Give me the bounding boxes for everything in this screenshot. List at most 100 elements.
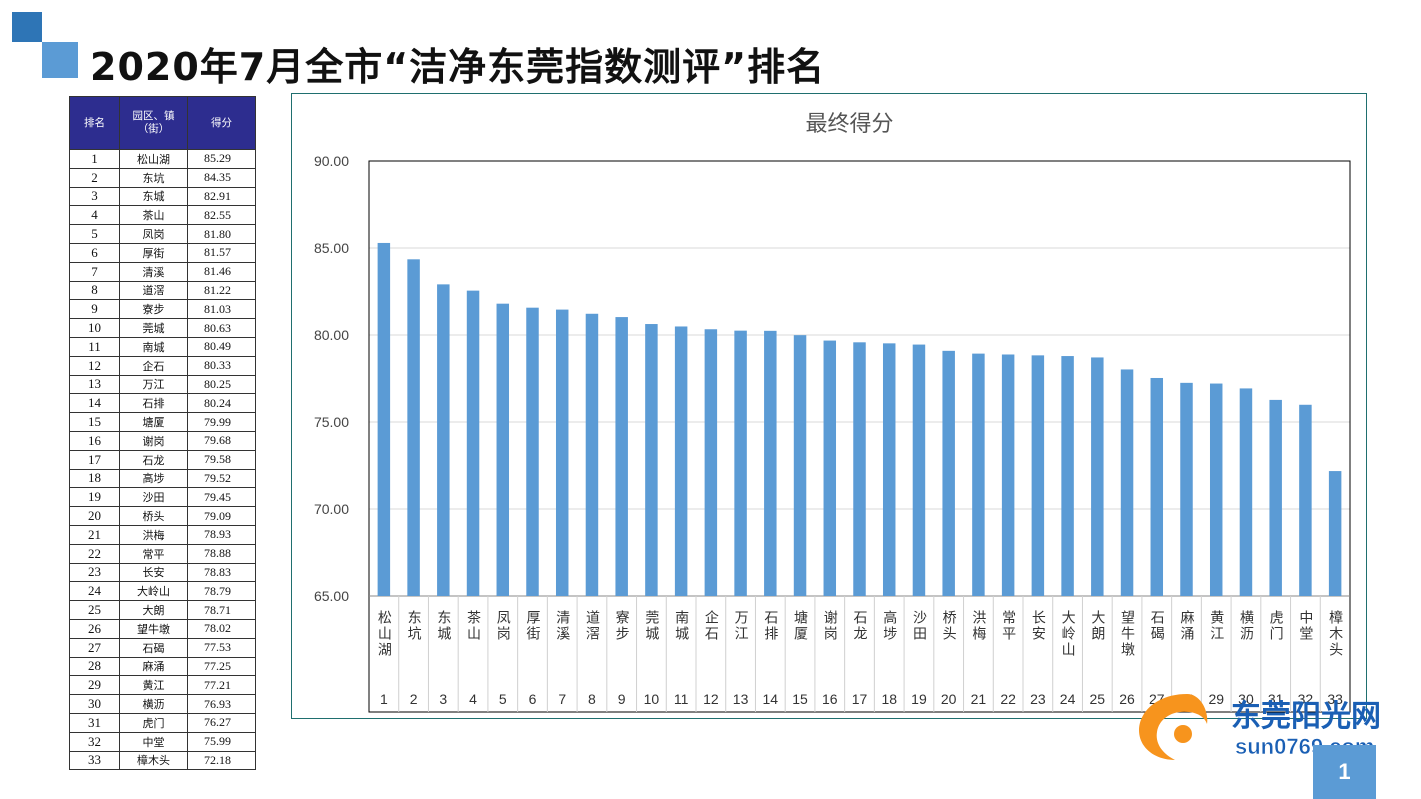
table-row: 13 万江 80.25 [69,374,256,395]
cell-town: 莞城 [119,318,188,338]
slide-title: 2020年7月全市“洁净东莞指数测评”排名 [90,45,826,89]
table-row: 8 道滘 81.22 [69,280,256,301]
bar [496,303,510,596]
table-row: 17 石龙 79.58 [69,449,256,470]
category-label: 横沥 [1238,610,1254,642]
chart-title: 最终得分 [805,112,893,137]
cell-rank: 5 [69,224,120,244]
rank-label: 31 [1268,691,1284,707]
table-row: 1 松山湖 85.29 [69,149,256,169]
cell-town: 中堂 [119,731,188,752]
rank-label: 2 [410,691,418,707]
category-label: 石碣 [1149,610,1165,642]
category-label: 大朗 [1089,610,1105,642]
table-header-row: 排名 园区、镇（街） 得分 [69,96,256,150]
table-row: 14 石排 80.24 [69,393,256,414]
cell-score: 81.22 [187,280,256,301]
bar [466,290,480,596]
cell-rank: 21 [69,524,120,545]
category-label: 石排 [762,610,778,642]
cell-town: 东城 [119,186,188,207]
category-label: 茶山 [465,610,481,642]
bar [615,317,628,596]
category-label: 黄江 [1208,609,1224,642]
category-label: 望牛墩 [1119,610,1135,658]
page-number-badge: 1 [1313,745,1376,799]
category-label: 长安 [1030,610,1046,642]
rank-label: 12 [703,691,719,707]
bar [526,307,539,596]
cell-rank: 31 [69,712,120,733]
cell-score: 76.27 [187,712,256,733]
cell-town: 茶山 [119,205,188,226]
bar [437,284,450,596]
cell-rank: 33 [69,750,120,771]
category-label: 万江 [733,610,749,642]
category-label: 清溪 [554,610,570,642]
cell-town: 道滘 [119,280,188,301]
cell-rank: 4 [69,205,120,226]
bar [1001,354,1015,596]
bar [1239,388,1253,596]
rank-label: 5 [499,691,507,707]
cell-rank: 25 [69,600,120,620]
cell-score: 85.29 [187,149,256,169]
cell-town: 桥头 [119,506,188,526]
cell-town: 高埗 [119,468,188,489]
logo-swirl-icon [1139,694,1208,760]
header-rank: 排名 [69,96,120,150]
header-score: 得分 [187,96,256,150]
cell-score: 77.21 [187,675,256,696]
bar [555,309,569,596]
bar [645,324,658,596]
category-label: 东坑 [406,610,422,642]
rank-label: 4 [469,691,477,707]
table-row: 15 塘厦 79.99 [69,412,256,432]
bar [1061,356,1074,596]
cell-score: 81.46 [187,261,256,282]
rank-label: 1 [380,691,388,707]
cell-town: 清溪 [119,261,188,282]
table-row: 20 桥头 79.09 [69,506,256,526]
logo-dot-icon [1174,725,1192,743]
rank-label: 6 [529,691,537,707]
cell-score: 77.53 [187,637,256,658]
rank-label: 17 [852,691,868,707]
cell-score: 78.02 [187,618,256,639]
rank-label: 21 [971,691,987,707]
table-row: 18 高埗 79.52 [69,468,256,489]
cell-score: 82.55 [187,205,256,226]
table-row: 31 虎门 76.27 [69,712,256,733]
cell-score: 79.99 [187,412,256,432]
ranking-table: 排名 园区、镇（街） 得分 1 松山湖 85.29 2 东坑 84.35 3 东城 82.91 4… [69,96,256,771]
category-label: 沙田 [911,610,927,642]
bar [1209,383,1223,596]
cell-rank: 27 [69,637,120,658]
cell-rank: 16 [69,430,120,451]
cell-score: 78.93 [187,524,256,545]
cell-rank: 19 [69,487,120,508]
category-label: 南城 [673,610,689,642]
bar [1299,404,1312,596]
cell-rank: 23 [69,562,120,583]
cell-town: 黄江 [119,675,188,696]
cell-score: 80.49 [187,336,256,357]
cell-town: 石龙 [119,449,188,470]
bar [912,344,926,596]
category-label: 塘厦 [792,610,808,642]
table-row: 10 莞城 80.63 [69,318,256,338]
bar [1031,355,1045,596]
cell-rank: 17 [69,449,120,470]
cell-score: 80.63 [187,318,256,338]
bar [704,329,718,596]
cell-rank: 28 [69,656,120,677]
bar [882,343,896,596]
cell-town: 沙田 [119,487,188,508]
bar [793,335,807,596]
bar [407,259,420,596]
table-row: 12 企石 80.33 [69,355,256,376]
cell-score: 78.79 [187,581,256,602]
bar [1328,471,1342,596]
rank-label: 33 [1327,691,1343,707]
cell-rank: 29 [69,675,120,696]
